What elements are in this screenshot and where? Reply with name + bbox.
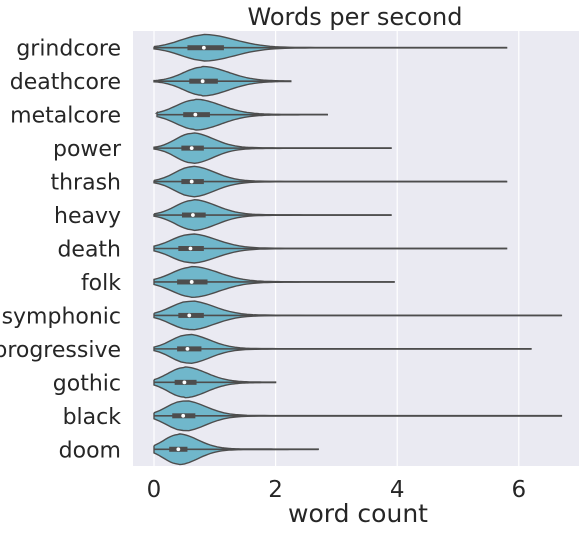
x-tick-labels: 0 2 4 6 [147,477,526,503]
y-tick-label: deathcore [10,70,121,95]
violin-median [200,79,205,84]
y-tick-label: progressive [0,338,121,363]
violin-median [189,179,194,184]
x-axis-label: word count [288,499,428,528]
violins [153,33,563,466]
x-tick-label: 4 [390,477,405,503]
violin-median [193,112,198,117]
x-tick-label: 2 [268,477,283,503]
violin-median [187,313,192,318]
y-tick-label: heavy [54,204,121,229]
violin-median [176,447,181,452]
violin-median [191,213,195,217]
y-tick-label: thrash [50,171,121,196]
violin-median [181,413,186,418]
x-tick-label: 0 [147,477,162,503]
y-tick-label: symphonic [2,304,121,329]
violin-median [188,246,193,251]
violin-median [185,346,190,351]
y-tick-label: metalcore [10,104,121,129]
y-tick-label: black [63,405,122,430]
y-tick-label: death [57,238,121,263]
violin-median [189,280,194,284]
y-tick-label: folk [81,271,121,296]
violin-median [189,146,194,151]
y-tick-label: power [53,137,122,162]
y-tick-labels: grindcore deathcore metalcore power thrash he… [0,37,122,464]
violin-median [182,380,187,385]
y-tick-label: gothic [53,371,121,396]
violin-median [201,45,206,50]
chart-title: Words per second [248,3,463,31]
x-tick-label: 6 [511,477,526,503]
y-tick-label: doom [59,438,121,463]
y-tick-label: grindcore [16,37,121,62]
